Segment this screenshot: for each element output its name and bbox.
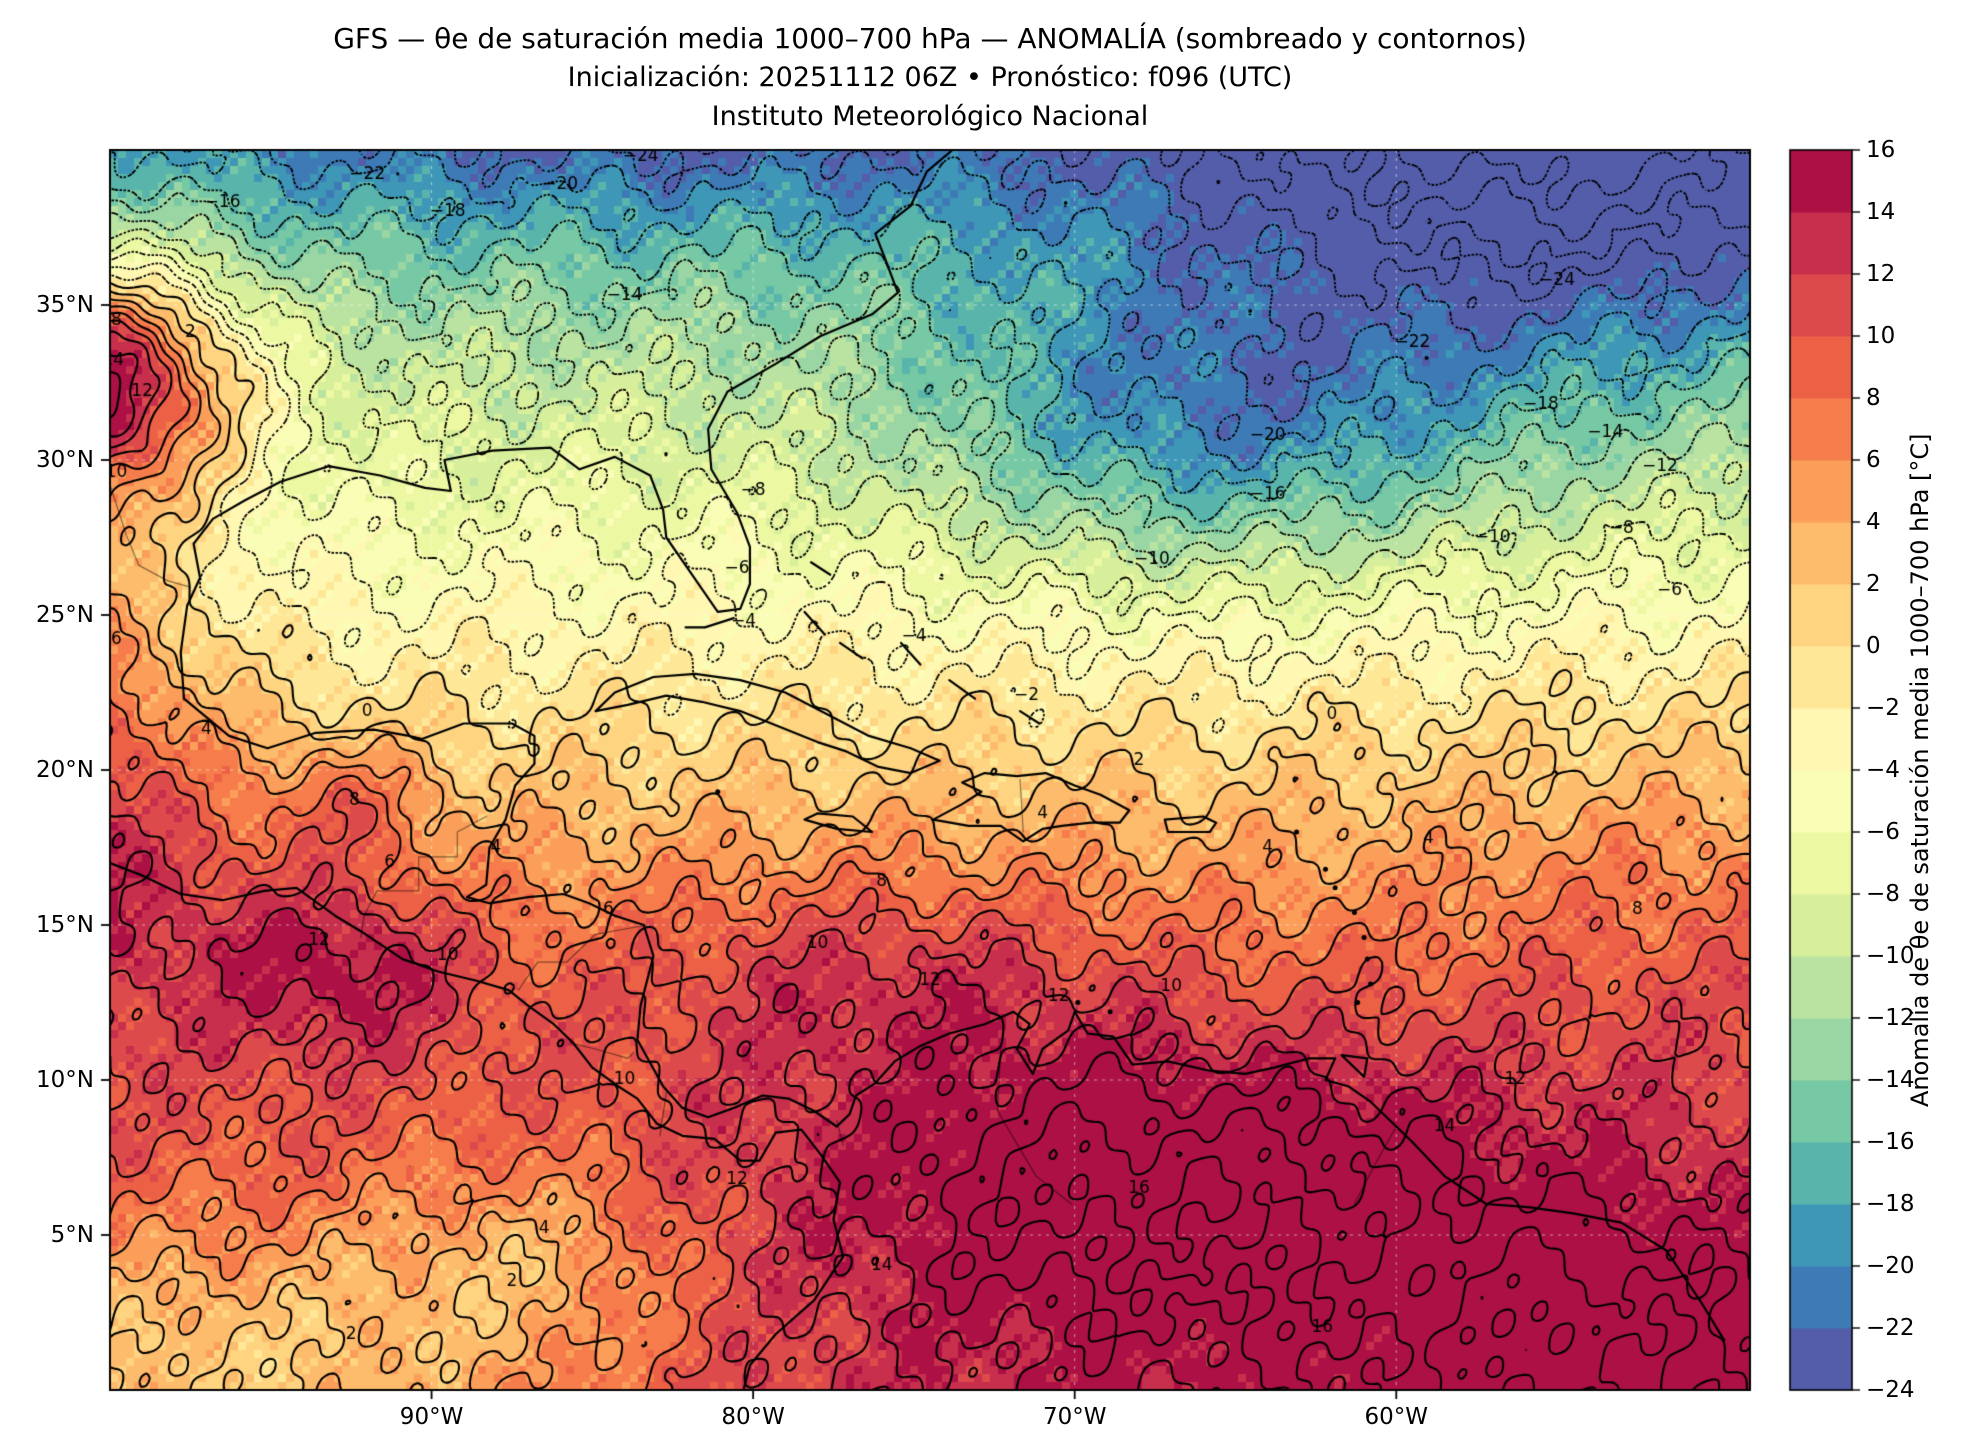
colorbar-tick-label: −2 (1866, 695, 1900, 721)
colorbar-tick-label: −10 (1866, 943, 1915, 969)
colorbar-label: Anomalía de θe de saturación media 1000–… (1906, 433, 1934, 1107)
chart-subtitle: Inicialización: 20251112 06Z • Pronóstic… (567, 62, 1293, 93)
colorbar-tick-label: −18 (1866, 1191, 1915, 1217)
colorbar-tick-label: −16 (1866, 1129, 1915, 1155)
colorbar-tick-label: 8 (1866, 385, 1881, 411)
colorbar-tick-label: −12 (1866, 1005, 1915, 1031)
x-tick-label: 70°W (1042, 1404, 1107, 1430)
colorbar-tick-label: −20 (1866, 1253, 1915, 1279)
chart-title: GFS — θe de saturación media 1000–700 hP… (333, 22, 1527, 55)
colorbar-tick-label: 0 (1866, 633, 1881, 659)
y-tick-label: 5°N (50, 1222, 94, 1248)
y-tick-label: 35°N (36, 292, 94, 318)
x-tick-label: 80°W (721, 1404, 785, 1430)
colorbar-tick-label: 14 (1866, 199, 1896, 225)
x-tick-label: 90°W (399, 1404, 464, 1430)
colorbar-tick-label: −4 (1866, 757, 1900, 783)
y-tick-label: 25°N (36, 602, 94, 628)
colorbar-tick-label: 2 (1866, 571, 1881, 597)
y-tick-label: 15°N (36, 912, 94, 938)
colorbar-tick-label: 6 (1866, 447, 1881, 473)
colorbar-tick-label: −14 (1866, 1067, 1915, 1093)
y-tick-label: 20°N (36, 757, 94, 783)
colorbar-tick-label: −6 (1866, 819, 1900, 845)
colorbar-tick-label: 12 (1866, 261, 1896, 287)
colorbar-tick-label: 16 (1866, 137, 1896, 163)
colorbar-tick-label: 10 (1866, 323, 1896, 349)
x-tick-label: 60°W (1364, 1404, 1429, 1430)
chart-institution: Instituto Meteorológico Nacional (711, 101, 1149, 132)
y-tick-label: 10°N (36, 1067, 94, 1093)
y-tick-label: 30°N (36, 447, 94, 473)
colorbar-tick-label: 4 (1866, 509, 1881, 535)
colorbar-tick-label: −24 (1866, 1377, 1915, 1403)
colorbar-tick-label: −8 (1866, 881, 1900, 907)
colorbar-tick-label: −22 (1866, 1315, 1915, 1341)
